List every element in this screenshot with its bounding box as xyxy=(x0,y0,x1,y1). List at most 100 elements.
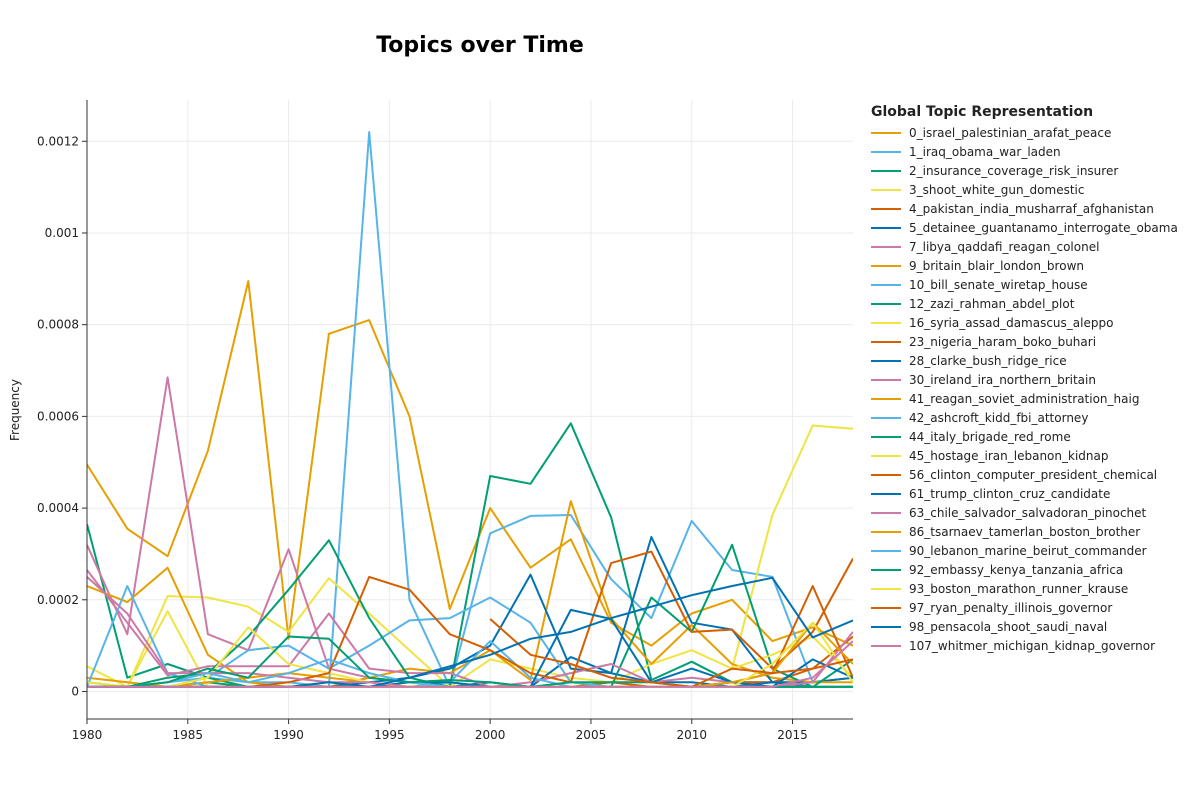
series-line xyxy=(489,618,853,688)
legend-label: 9_britain_blair_london_brown xyxy=(909,258,1084,273)
legend-item[interactable]: 9_britain_blair_london_brown xyxy=(871,256,1200,275)
legend-swatch xyxy=(871,397,901,400)
legend-label: 63_chile_salvador_salvadoran_pinochet xyxy=(909,505,1147,520)
y-tick-label: 0.0012 xyxy=(37,134,79,148)
legend-item[interactable]: 30_ireland_ira_northern_britain xyxy=(871,370,1200,389)
legend: 0_israel_palestinian_arafat_peace 1_iraq_… xyxy=(871,123,1200,655)
x-tick-labels: 1980 1985 1990 1995 2000 2005 2010 2015 xyxy=(72,719,808,742)
legend-label: 28_clarke_bush_ridge_rice xyxy=(909,353,1067,368)
series-line xyxy=(87,131,853,688)
legend-item[interactable]: 45_hostage_iran_lebanon_kidnap xyxy=(871,446,1200,465)
legend-item[interactable]: 0_israel_palestinian_arafat_peace xyxy=(871,123,1200,142)
legend-swatch xyxy=(871,264,901,267)
legend-swatch xyxy=(871,169,901,172)
legend-item[interactable]: 28_clarke_bush_ridge_rice xyxy=(871,351,1200,370)
legend-label: 2_insurance_coverage_risk_insurer xyxy=(909,163,1119,178)
legend-label: 41_reagan_soviet_administration_haig xyxy=(909,391,1140,406)
legend-swatch xyxy=(871,207,901,210)
legend-label: 3_shoot_white_gun_domestic xyxy=(909,182,1085,197)
legend-label: 107_whitmer_michigan_kidnap_governor xyxy=(909,638,1156,653)
legend-item[interactable]: 56_clinton_computer_president_chemical xyxy=(871,465,1200,484)
legend-swatch xyxy=(871,568,901,571)
legend-swatch xyxy=(871,587,901,590)
legend-item[interactable]: 2_insurance_coverage_risk_insurer xyxy=(871,161,1200,180)
legend-label: 92_embassy_kenya_tanzania_africa xyxy=(909,562,1124,577)
legend-label: 7_libya_qaddafi_reagan_colonel xyxy=(909,239,1100,254)
series-lines xyxy=(87,131,853,688)
legend-swatch xyxy=(871,226,901,229)
legend-swatch xyxy=(871,454,901,457)
gridlines xyxy=(86,100,853,719)
legend-item[interactable]: 3_shoot_white_gun_domestic xyxy=(871,180,1200,199)
legend-item[interactable]: 93_boston_marathon_runner_krause xyxy=(871,579,1200,598)
legend-item[interactable]: 97_ryan_penalty_illinois_governor xyxy=(871,598,1200,617)
legend-item[interactable]: 86_tsarnaev_tamerlan_boston_brother xyxy=(871,522,1200,541)
legend-item[interactable]: 63_chile_salvador_salvadoran_pinochet xyxy=(871,503,1200,522)
legend-label: 90_lebanon_marine_beirut_commander xyxy=(909,543,1147,558)
legend-label: 98_pensacola_shoot_saudi_naval xyxy=(909,619,1108,634)
legend-swatch xyxy=(871,435,901,438)
y-tick-label: 0.0006 xyxy=(37,409,79,423)
legend-item[interactable]: 92_embassy_kenya_tanzania_africa xyxy=(871,560,1200,579)
legend-swatch xyxy=(871,530,901,533)
x-tick-label: 1985 xyxy=(173,728,204,742)
legend-item[interactable]: 23_nigeria_haram_boko_buhari xyxy=(871,332,1200,351)
legend-label: 4_pakistan_india_musharraf_afghanistan xyxy=(909,201,1154,216)
legend-swatch xyxy=(871,549,901,552)
legend-item[interactable]: 44_italy_brigade_red_rome xyxy=(871,427,1200,446)
legend-swatch xyxy=(871,625,901,628)
legend-label: 44_italy_brigade_red_rome xyxy=(909,429,1071,444)
legend-label: 1_iraq_obama_war_laden xyxy=(909,144,1061,159)
legend-label: 45_hostage_iran_lebanon_kidnap xyxy=(909,448,1109,463)
series-line xyxy=(87,424,853,688)
legend-item[interactable]: 12_zazi_rahman_abdel_plot xyxy=(871,294,1200,313)
series-line xyxy=(87,640,853,688)
legend-item[interactable]: 7_libya_qaddafi_reagan_colonel xyxy=(871,237,1200,256)
legend-swatch xyxy=(871,283,901,286)
x-tick-label: 2010 xyxy=(676,728,707,742)
legend-label: 16_syria_assad_damascus_aleppo xyxy=(909,315,1114,330)
x-tick-label: 2000 xyxy=(475,728,506,742)
legend-item[interactable]: 90_lebanon_marine_beirut_commander xyxy=(871,541,1200,560)
legend-label: 23_nigeria_haram_boko_buhari xyxy=(909,334,1097,349)
legend-label: 5_detainee_guantanamo_interrogate_obama xyxy=(909,220,1178,235)
legend-swatch xyxy=(871,245,901,248)
legend-swatch xyxy=(871,302,901,305)
legend-label: 42_ashcroft_kidd_fbi_attorney xyxy=(909,410,1089,425)
legend-item[interactable]: 41_reagan_soviet_administration_haig xyxy=(871,389,1200,408)
legend-item[interactable]: 4_pakistan_india_musharraf_afghanistan xyxy=(871,199,1200,218)
x-tick-label: 1980 xyxy=(72,728,103,742)
y-axis-title: Frequency xyxy=(8,379,22,441)
y-tick-label: 0.0008 xyxy=(37,318,79,332)
legend-item[interactable]: 107_whitmer_michigan_kidnap_governor xyxy=(871,636,1200,655)
legend-label: 0_israel_palestinian_arafat_peace xyxy=(909,125,1112,140)
legend-swatch xyxy=(871,378,901,381)
series-line xyxy=(87,280,853,647)
legend-swatch xyxy=(871,606,901,609)
x-tick-label: 2005 xyxy=(576,728,607,742)
legend-label: 56_clinton_computer_president_chemical xyxy=(909,467,1158,482)
legend-item[interactable]: 98_pensacola_shoot_saudi_naval xyxy=(871,617,1200,636)
legend-item[interactable]: 42_ashcroft_kidd_fbi_attorney xyxy=(871,408,1200,427)
y-tick-label: 0.001 xyxy=(45,226,79,240)
y-tick-label: 0.0002 xyxy=(37,593,79,607)
y-tick-labels: 0 0.0002 0.0004 0.0006 0.0008 0.001 0.0012 xyxy=(37,134,87,698)
legend-item[interactable]: 1_iraq_obama_war_laden xyxy=(871,142,1200,161)
axes xyxy=(86,100,853,720)
y-tick-label: 0.0004 xyxy=(37,501,79,515)
legend-item[interactable]: 5_detainee_guantanamo_interrogate_obama xyxy=(871,218,1200,237)
x-tick-label: 2015 xyxy=(777,728,808,742)
legend-label: 10_bill_senate_wiretap_house xyxy=(909,277,1088,292)
legend-label: 97_ryan_penalty_illinois_governor xyxy=(909,600,1113,615)
x-tick-label: 1995 xyxy=(374,728,405,742)
legend-title: Global Topic Representation xyxy=(871,104,1094,120)
legend-swatch xyxy=(871,131,901,134)
legend-item[interactable]: 10_bill_senate_wiretap_house xyxy=(871,275,1200,294)
legend-item[interactable]: 61_trump_clinton_cruz_candidate xyxy=(871,484,1200,503)
legend-label: 30_ireland_ira_northern_britain xyxy=(909,372,1096,387)
legend-label: 86_tsarnaev_tamerlan_boston_brother xyxy=(909,524,1141,539)
legend-label: 61_trump_clinton_cruz_candidate xyxy=(909,486,1111,501)
legend-item[interactable]: 16_syria_assad_damascus_aleppo xyxy=(871,313,1200,332)
legend-swatch xyxy=(871,150,901,153)
